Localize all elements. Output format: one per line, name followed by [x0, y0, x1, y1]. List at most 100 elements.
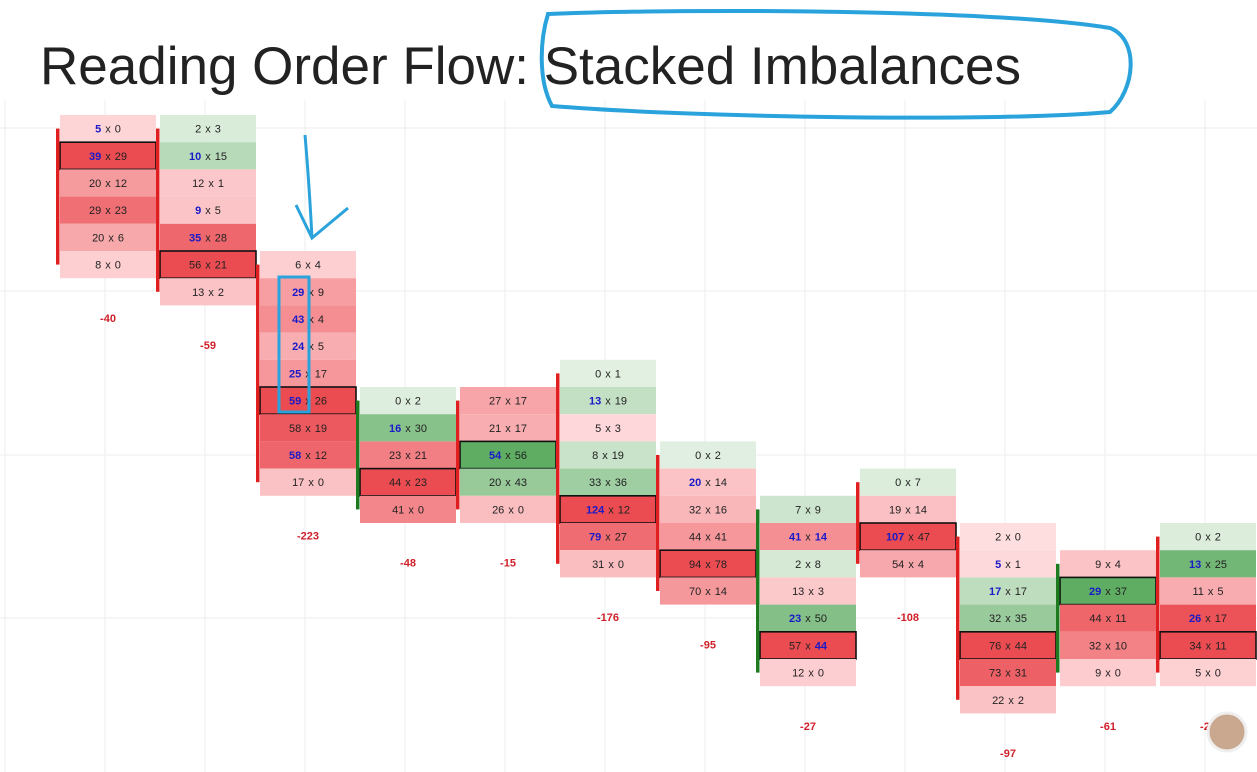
cell-label: 13 x 19 — [589, 396, 627, 408]
separator: x — [602, 450, 608, 462]
separator: x — [808, 586, 814, 598]
separator: x — [705, 504, 711, 516]
ask-volume: 36 — [615, 477, 627, 489]
ask-volume: 25 — [1215, 559, 1227, 571]
bid-volume: 32 — [689, 504, 701, 516]
bid-volume: 79 — [589, 532, 601, 544]
cell-label: 24 x 5 — [292, 341, 324, 353]
bid-volume: 20 — [92, 232, 104, 244]
bid-volume: 26 — [492, 504, 504, 516]
candle-bar — [656, 455, 660, 591]
bid-volume: 58 — [289, 450, 301, 462]
separator: x — [605, 532, 611, 544]
cell — [160, 142, 256, 170]
cell-label: 12 x 0 — [792, 668, 824, 680]
cell — [1060, 659, 1156, 687]
separator: x — [505, 423, 511, 435]
ask-volume: 19 — [315, 423, 327, 435]
cell-label: 23 x 50 — [789, 613, 827, 625]
candle-bar — [456, 400, 460, 510]
bid-volume: 32 — [989, 613, 1001, 625]
delta-label: -223 — [297, 531, 319, 543]
bid-volume: 27 — [489, 396, 501, 408]
ask-volume: 2 — [715, 450, 721, 462]
cell — [160, 223, 256, 251]
cell-label: 13 x 2 — [192, 287, 224, 299]
cell — [560, 468, 656, 496]
cell-label: 70 x 14 — [689, 586, 727, 598]
ask-volume: 14 — [815, 532, 828, 544]
cell-label: 29 x 23 — [89, 205, 127, 217]
ask-volume: 1 — [1015, 559, 1021, 571]
separator: x — [105, 124, 111, 136]
ask-volume: 2 — [1018, 695, 1024, 707]
cell — [60, 196, 156, 224]
bid-volume: 23 — [789, 613, 801, 625]
ask-volume: 0 — [1115, 668, 1121, 680]
separator: x — [205, 260, 211, 272]
cell-label: 29 x 9 — [292, 287, 324, 299]
cell — [1160, 550, 1256, 578]
bid-volume: 54 — [892, 559, 904, 571]
bid-volume: 20 — [89, 178, 101, 190]
bid-volume: 31 — [592, 559, 604, 571]
annotation-box — [277, 275, 311, 414]
ask-volume: 0 — [618, 559, 624, 571]
bid-volume: 34 — [1189, 640, 1201, 652]
separator: x — [1205, 532, 1211, 544]
ask-volume: 9 — [815, 504, 821, 516]
ask-volume: 16 — [715, 504, 727, 516]
cell-label: 124 x 12 — [586, 504, 630, 516]
separator: x — [208, 287, 214, 299]
ask-volume: 11 — [1115, 613, 1126, 625]
ask-volume: 28 — [215, 232, 227, 244]
cell-label: 13 x 3 — [792, 586, 824, 598]
cell — [160, 115, 256, 143]
ask-volume: 0 — [318, 477, 324, 489]
bid-volume: 22 — [992, 695, 1004, 707]
candle-bar — [1056, 563, 1060, 673]
cell-label: 76 x 44 — [989, 640, 1027, 652]
ask-volume: 0 — [115, 124, 121, 136]
ask-volume: 44 — [815, 640, 828, 652]
slide-title: Reading Order Flow: Stacked Imbalances — [40, 37, 1021, 96]
cell — [660, 468, 756, 496]
separator: x — [1005, 668, 1011, 680]
bid-volume: 29 — [1089, 586, 1101, 598]
bid-volume: 2 — [995, 532, 1001, 544]
annotation-arrow — [294, 134, 349, 241]
ask-volume: 10 — [1115, 640, 1127, 652]
cell — [760, 577, 856, 605]
cell-label: 56 x 21 — [189, 260, 227, 272]
ask-volume: 37 — [1115, 586, 1127, 598]
bid-volume: 24 — [292, 341, 305, 353]
separator: x — [1105, 559, 1111, 571]
bid-volume: 33 — [589, 477, 601, 489]
ask-volume: 27 — [615, 532, 627, 544]
cell — [60, 251, 156, 279]
delta-label: -59 — [200, 340, 216, 352]
bid-volume: 0 — [695, 450, 701, 462]
cell-label: 20 x 43 — [489, 477, 527, 489]
separator: x — [1005, 532, 1011, 544]
ask-volume: 78 — [715, 559, 727, 571]
cell-label: 39 x 29 — [89, 151, 127, 163]
ask-volume: 4 — [315, 260, 321, 272]
bid-volume: 0 — [895, 477, 901, 489]
cell — [160, 169, 256, 197]
cell — [459, 440, 557, 470]
ask-volume: 47 — [918, 532, 930, 544]
bid-volume: 9 — [195, 205, 201, 217]
cell-label: 20 x 6 — [92, 232, 124, 244]
separator: x — [1206, 640, 1212, 652]
separator: x — [605, 368, 611, 380]
cell — [860, 468, 956, 496]
cell-label: 10 x 15 — [189, 151, 227, 163]
bid-volume: 25 — [289, 368, 301, 380]
candle-bar — [956, 536, 960, 700]
